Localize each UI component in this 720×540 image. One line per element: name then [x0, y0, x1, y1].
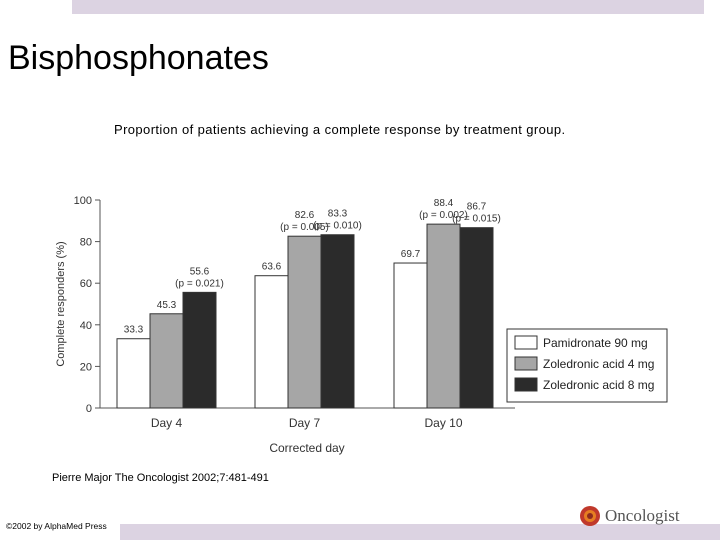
bar [426, 223, 461, 409]
data-label: (p = 0.010) [313, 221, 362, 232]
bar [459, 227, 494, 409]
legend-swatch [514, 377, 538, 392]
y-tick-label: 40 [80, 320, 92, 332]
y-tick-label: 0 [86, 403, 92, 415]
legend-label: Zoledronic acid 4 mg [543, 357, 654, 371]
bar [182, 291, 217, 409]
x-tick-label: Day 10 [424, 416, 462, 430]
data-label: 69.7 [401, 249, 421, 260]
flower-icon [580, 506, 600, 526]
legend-swatch [514, 335, 538, 350]
bar [254, 275, 289, 409]
y-axis-label: Complete responders (%) [55, 241, 67, 366]
data-label: (p = 0.005) [280, 222, 329, 233]
x-axis-label: Corrected day [269, 441, 344, 455]
data-label: 55.6 [190, 266, 210, 277]
data-label: 83.3 [328, 209, 348, 220]
chart-subtitle: Proportion of patients achieving a compl… [114, 122, 566, 137]
copyright: ©2002 by AlphaMed Press [6, 521, 107, 531]
legend-label: Zoledronic acid 8 mg [543, 378, 654, 392]
bar [149, 313, 184, 409]
citation: Pierre Major The Oncologist 2002;7:481-4… [52, 472, 269, 484]
bar [287, 235, 322, 409]
y-tick-label: 100 [74, 195, 92, 207]
x-tick-label: Day 7 [289, 416, 321, 430]
bar [320, 234, 355, 409]
data-label: 33.3 [124, 325, 144, 336]
data-label: (p = 0.002) [419, 210, 468, 221]
data-label: 82.6 [295, 210, 315, 221]
y-tick-label: 20 [80, 361, 92, 373]
x-tick-label: Day 4 [151, 416, 183, 430]
legend-swatch [514, 356, 538, 371]
data-label: 45.3 [157, 300, 177, 311]
data-label: 88.4 [434, 198, 454, 209]
y-tick-label: 60 [80, 278, 92, 290]
legend-label: Pamidronate 90 mg [543, 336, 648, 350]
slide-title: Bisphosphonates [8, 39, 269, 77]
data-label: 63.6 [262, 262, 282, 273]
data-label: (p = 0.015) [452, 214, 501, 225]
bottom-band [120, 524, 720, 540]
bar [116, 338, 151, 409]
logo-text: Oncologist [605, 506, 680, 525]
bar [393, 262, 428, 409]
top-band [72, 0, 704, 14]
y-tick-label: 80 [80, 237, 92, 249]
oncologist-logo: Oncologist [578, 504, 680, 528]
data-label: 86.7 [467, 202, 487, 213]
data-label: (p = 0.021) [175, 278, 224, 289]
